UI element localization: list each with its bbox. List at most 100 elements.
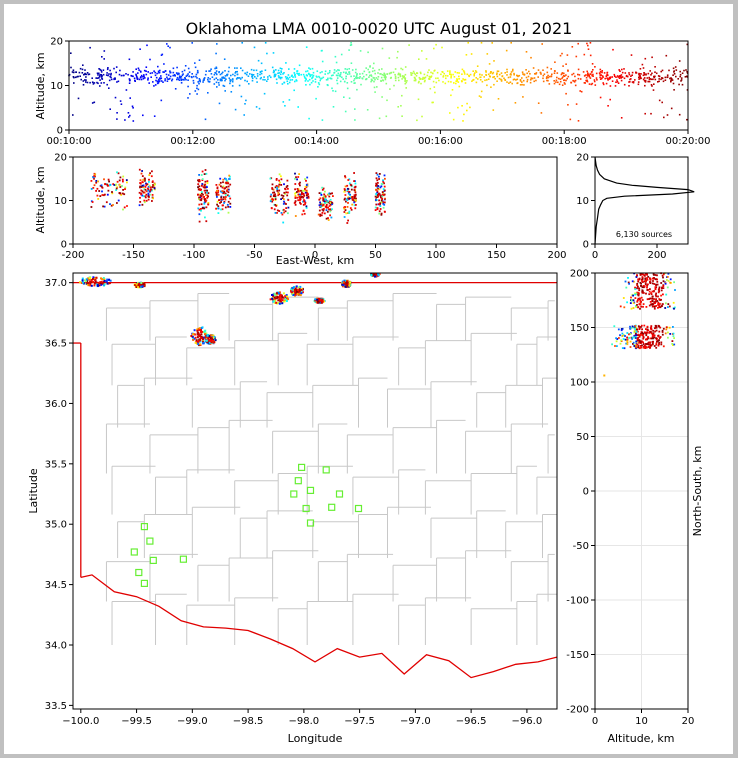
northsouth-source: [632, 294, 634, 297]
eastwest-source: [319, 197, 322, 200]
time-altitude-source: [115, 71, 117, 74]
northsouth-source: [635, 276, 638, 278]
altitude-eastwest-frame: [72, 156, 558, 245]
time-altitude-source: [207, 92, 209, 94]
time-altitude-source: [172, 67, 175, 70]
time-altitude-source: [236, 67, 238, 69]
plan-source: [93, 284, 96, 287]
time-altitude-source: [82, 84, 85, 86]
time-altitude-source: [350, 44, 353, 46]
time-altitude-source: [376, 86, 378, 88]
time-altitude-source: [551, 73, 553, 76]
time-altitude-source: [128, 78, 131, 80]
plan-source: [320, 301, 323, 304]
plan-source: [286, 295, 289, 298]
time-altitude-source: [241, 42, 243, 44]
eastwest-source: [200, 197, 203, 200]
northsouth-source: [630, 307, 633, 310]
time-altitude-source: [244, 72, 246, 75]
eastwest-source: [215, 193, 218, 195]
time-altitude-source: [106, 83, 108, 86]
time-altitude-source: [518, 74, 521, 77]
eastwest-source: [381, 183, 384, 185]
eastwest-source: [323, 208, 325, 210]
eastwest-source: [221, 186, 224, 189]
plan-source: [210, 340, 213, 343]
time-altitude-source: [678, 60, 681, 62]
eastwest-source: [118, 179, 121, 182]
figure: Oklahoma LMA 0010-0020 UTC August 01, 20…: [27, 19, 710, 745]
time-altitude-source: [345, 75, 347, 78]
northsouth-source: [655, 305, 657, 307]
time-altitude-source: [332, 90, 334, 92]
time-altitude-source: [183, 79, 185, 81]
eastwest-source: [285, 203, 287, 205]
northsouth-source: [657, 306, 659, 309]
northsouth-source: [649, 301, 652, 303]
eastwest-source: [294, 172, 296, 175]
northsouth-source: [638, 347, 641, 350]
time-altitude-source: [88, 73, 91, 75]
time-altitude-source: [294, 80, 296, 83]
northsouth-source: [672, 344, 674, 346]
plan-source: [140, 285, 143, 288]
northsouth-source: [651, 337, 653, 340]
northsouth-source: [669, 278, 672, 281]
northsouth-source: [636, 283, 639, 285]
time-altitude-source: [356, 73, 358, 75]
time-altitude-source: [295, 80, 298, 82]
eastwest-source: [331, 192, 333, 195]
eastwest-source: [322, 198, 325, 201]
time-altitude-source: [593, 80, 596, 83]
eastwest-source: [380, 194, 383, 197]
eastwest-source: [150, 175, 153, 178]
plan-source: [103, 284, 105, 287]
eastwest-source: [205, 172, 208, 175]
time-altitude-source: [254, 76, 256, 78]
eastwest-source: [229, 175, 231, 178]
time-altitude-source: [213, 73, 216, 76]
plan-source: [203, 336, 206, 339]
eastwest-source: [198, 213, 201, 216]
time-altitude-source: [226, 73, 229, 76]
time-altitude-source: [645, 73, 647, 75]
time-altitude-source: [397, 76, 400, 79]
time-altitude-source: [405, 81, 408, 84]
northsouth-source: [628, 333, 630, 336]
time-altitude-source: [91, 77, 93, 79]
northsouth-source: [624, 280, 627, 283]
time-altitude-source: [526, 72, 528, 75]
time-altitude-source: [231, 78, 234, 80]
eastwest-source: [100, 185, 103, 188]
northsouth-source: [668, 326, 671, 329]
northsouth-source: [655, 338, 658, 341]
altitude-eastwest-ylabel: Altitude, km: [34, 166, 47, 233]
eastwest-source: [299, 193, 301, 196]
eastwest-source: [353, 204, 356, 207]
time-altitude-source: [476, 65, 479, 67]
time-altitude-source: [444, 82, 447, 85]
eastwest-source: [111, 191, 113, 193]
eastwest-source: [198, 208, 201, 211]
longitude-tick-label: −96.0: [512, 716, 543, 727]
time-altitude-source: [224, 70, 226, 72]
time-altitude-source: [431, 101, 433, 104]
time-altitude-source: [278, 72, 281, 74]
time-altitude-source: [686, 118, 688, 121]
eastwest-source: [325, 201, 328, 204]
northsouth-source: [634, 344, 637, 346]
eastwest-source: [280, 194, 283, 197]
time-altitude-source: [589, 42, 592, 44]
northsouth-source: [645, 306, 648, 308]
time-altitude-source: [174, 75, 176, 77]
time-altitude-source: [565, 79, 567, 82]
eastwest-source: [142, 186, 144, 189]
northsouth-source: [650, 332, 653, 335]
chart-title: Oklahoma LMA 0010-0020 UTC August 01, 20…: [186, 19, 573, 38]
time-altitude-source: [384, 73, 386, 76]
eastwest-source: [226, 180, 229, 183]
eastwest-source: [325, 198, 327, 201]
time-altitude-source: [122, 74, 125, 77]
time-altitude-source: [475, 71, 478, 73]
